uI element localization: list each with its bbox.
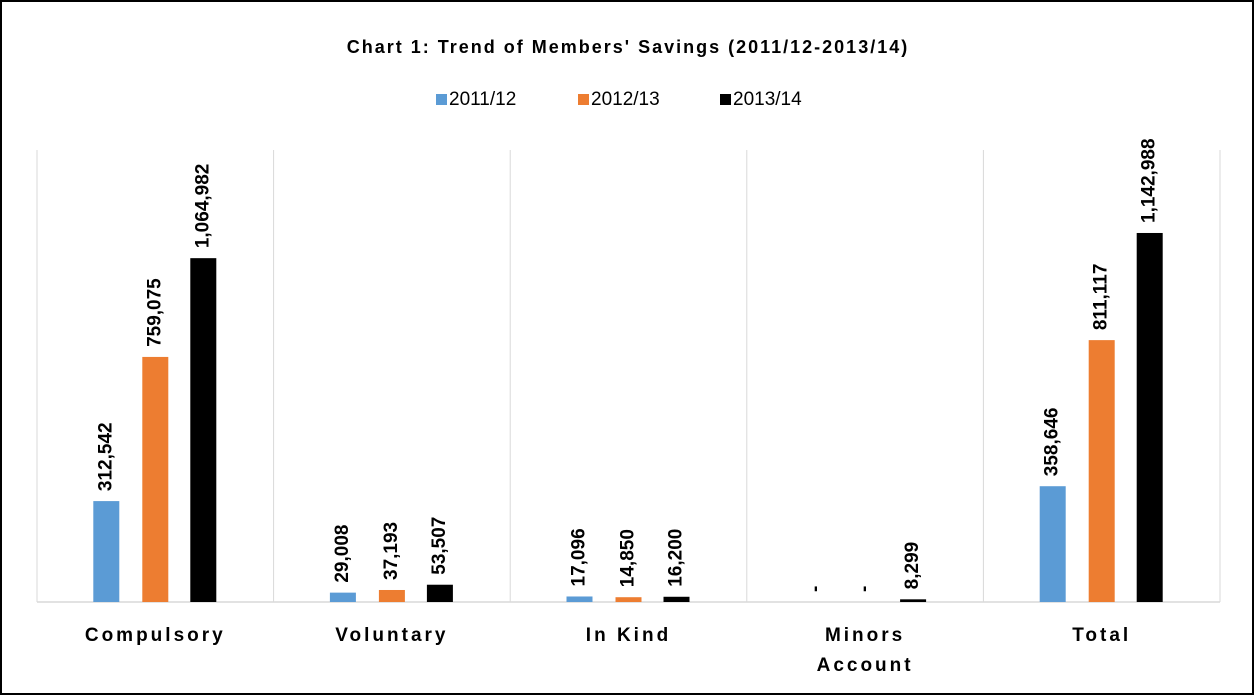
bar (615, 597, 642, 602)
chart-title: Chart 1: Trend of Members' Savings (2011… (347, 37, 909, 57)
value-label: 358,646 (1042, 408, 1063, 477)
value-label: 8,299 (902, 542, 923, 590)
bar (1136, 232, 1163, 603)
legend-swatch (578, 94, 589, 105)
bar (426, 584, 453, 602)
value-label: 29,008 (332, 525, 353, 583)
value-label: - (805, 586, 826, 592)
bar (900, 599, 927, 602)
value-label: 53,507 (429, 517, 450, 575)
bar (1088, 340, 1115, 602)
value-label: 1,064,982 (192, 164, 213, 249)
x-tick-label: Total (1072, 625, 1132, 646)
legend-label: 2012/13 (591, 89, 660, 110)
bar (566, 596, 593, 602)
legend-swatch (720, 94, 731, 105)
legend-swatch (436, 94, 447, 105)
bar (93, 501, 120, 602)
x-tick-label: In Kind (585, 625, 672, 646)
x-tick-label: Voluntary (335, 625, 449, 646)
bar (142, 356, 169, 602)
bar (190, 258, 217, 602)
value-label: - (854, 586, 875, 592)
bar (378, 589, 405, 602)
value-label: 14,850 (618, 529, 639, 587)
value-label: 811,117 (1091, 264, 1112, 331)
bar (1039, 486, 1066, 602)
value-label: 37,193 (381, 522, 402, 580)
value-label: 1,142,988 (1139, 138, 1160, 223)
value-label: 16,200 (666, 529, 687, 587)
bar (329, 592, 356, 602)
x-tick-label: Minors Account (816, 625, 914, 676)
x-tick-label: Compulsory (84, 625, 226, 646)
legend-label: 2013/14 (733, 89, 802, 110)
bar (663, 596, 690, 602)
value-label: 312,542 (95, 422, 116, 491)
value-label: 759,075 (144, 278, 165, 347)
value-label: 17,096 (569, 528, 590, 586)
legend-label: 2011/12 (449, 89, 516, 110)
